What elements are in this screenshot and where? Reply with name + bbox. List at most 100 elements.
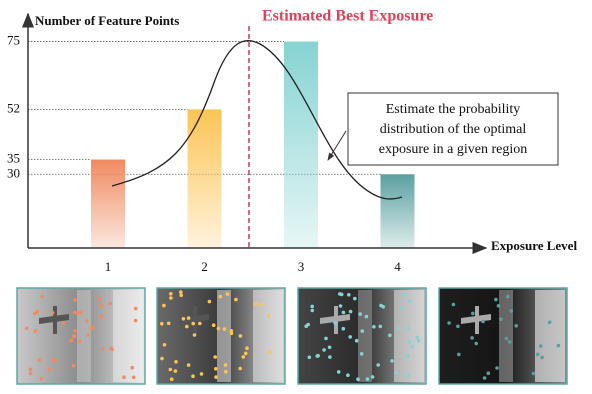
feature-point	[316, 353, 320, 358]
feature-point	[406, 353, 410, 358]
feature-point	[131, 375, 136, 380]
feature-point	[179, 293, 183, 298]
feature-point	[481, 319, 485, 324]
feature-point	[40, 294, 44, 299]
annotation-box	[347, 92, 559, 166]
image-structure	[39, 306, 69, 334]
feature-point	[540, 355, 544, 360]
feature-point	[71, 333, 76, 338]
x-tick-label: 4	[394, 259, 401, 274]
feature-point	[324, 336, 328, 341]
feature-point	[222, 327, 227, 331]
feature-point	[347, 293, 351, 297]
example-images	[16, 287, 568, 385]
feature-point	[495, 366, 499, 370]
image-structure	[358, 290, 372, 382]
feature-point	[244, 351, 248, 356]
distribution-curve	[111, 40, 403, 200]
feature-point	[216, 326, 221, 331]
feature-point	[406, 373, 411, 378]
feature-point	[91, 325, 96, 330]
feature-point	[410, 344, 415, 349]
feature-point	[130, 365, 134, 370]
feature-point	[162, 343, 167, 347]
feature-point	[160, 356, 164, 361]
feature-point	[86, 333, 90, 337]
feature-point	[394, 370, 399, 375]
annotation-text: exposure in a given region	[379, 142, 528, 157]
feature-point	[245, 346, 249, 351]
feature-point	[396, 326, 401, 331]
feature-point	[241, 355, 246, 359]
feature-point	[160, 321, 164, 326]
annotation-text: distribution of the optimal	[380, 122, 527, 137]
feature-point	[100, 347, 105, 351]
feature-point	[84, 319, 89, 323]
feature-point	[482, 376, 487, 380]
y-tick-label: 35	[7, 151, 20, 166]
feature-point	[50, 311, 55, 315]
bars	[28, 41, 415, 248]
feature-point	[61, 321, 65, 325]
feature-point	[322, 348, 326, 352]
feature-point	[339, 292, 344, 297]
x-axis-label: Exposure Level	[491, 238, 577, 253]
feature-point	[99, 304, 104, 308]
feature-point	[358, 312, 363, 316]
image-structure	[113, 290, 143, 382]
feature-point	[39, 376, 44, 381]
feature-point	[47, 368, 52, 372]
feature-point	[451, 302, 456, 307]
image-structure	[217, 290, 231, 382]
bar	[284, 41, 318, 248]
image-structure	[320, 306, 350, 334]
feature-point	[307, 355, 312, 360]
feature-point	[133, 306, 138, 311]
feature-point	[73, 328, 77, 333]
feature-point	[416, 339, 421, 343]
feature-point	[229, 331, 234, 336]
feature-point	[225, 292, 230, 296]
feature-point	[353, 296, 357, 301]
feature-point	[486, 371, 491, 376]
bar	[187, 109, 222, 248]
feature-point	[186, 316, 191, 320]
feature-point	[162, 303, 166, 308]
feature-point	[185, 324, 189, 329]
feature-point	[399, 305, 404, 310]
feature-point	[51, 357, 56, 362]
feature-point	[388, 333, 392, 338]
feature-point	[407, 340, 412, 344]
feature-point	[198, 321, 202, 326]
feature-point	[471, 311, 475, 316]
x-tick-label: 3	[298, 259, 305, 274]
feature-point	[390, 359, 394, 363]
feature-point	[381, 305, 386, 309]
feature-point	[169, 377, 174, 382]
feature-point	[169, 296, 173, 300]
feature-point	[78, 339, 82, 344]
feature-point	[514, 324, 518, 328]
feature-point	[186, 363, 191, 367]
feature-point	[181, 317, 186, 321]
feature-point	[504, 336, 509, 341]
feature-point	[341, 310, 346, 315]
feature-point	[372, 325, 376, 329]
feature-point	[214, 367, 218, 371]
y-tick-label: 75	[7, 33, 20, 48]
feature-point	[304, 324, 309, 329]
feature-point	[365, 377, 370, 381]
feature-point	[260, 303, 265, 307]
chart-title: Estimated Best Exposure	[262, 8, 433, 25]
feature-point	[508, 340, 512, 344]
annotation-text: Estimate the probability	[386, 102, 521, 117]
feature-point	[506, 294, 510, 299]
image-structure	[394, 290, 424, 382]
feature-point	[79, 310, 83, 315]
feature-point	[402, 292, 406, 297]
feature-point	[328, 355, 332, 359]
image-structure	[179, 306, 209, 334]
feature-point	[173, 369, 178, 373]
feature-point	[447, 321, 451, 325]
